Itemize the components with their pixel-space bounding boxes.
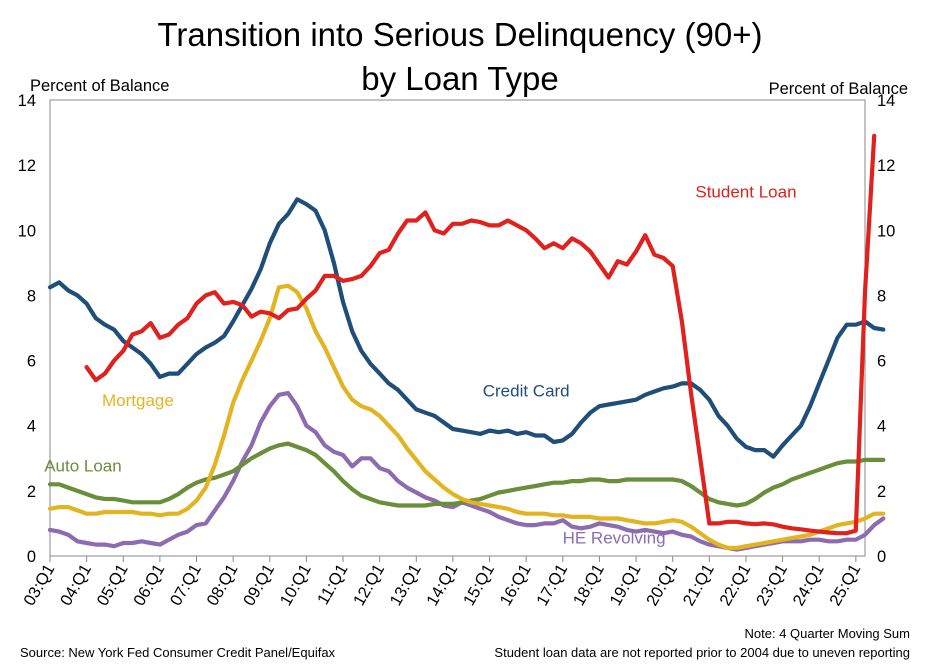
y-tick-label-left: 8 xyxy=(27,287,36,305)
x-tick-label: 14:Q1 xyxy=(423,561,461,609)
x-tick-label: 07:Q1 xyxy=(167,561,205,609)
series-label-credit-card: Credit Card xyxy=(483,381,570,400)
x-tick-label: 06:Q1 xyxy=(130,561,168,609)
x-tick-label: 20:Q1 xyxy=(643,561,681,609)
student-loan-note: Student loan data are not reported prior… xyxy=(494,645,910,660)
series-line-mortgage xyxy=(47,283,886,550)
y-tick-label-left: 10 xyxy=(18,222,36,240)
x-tick-label: 10:Q1 xyxy=(277,561,315,609)
series-line-credit-card xyxy=(47,197,886,459)
y-axis-label-left: Percent of Balance xyxy=(30,77,169,95)
series-label-auto-loan: Auto Loan xyxy=(44,456,122,475)
x-tick-label: 08:Q1 xyxy=(204,561,242,609)
x-tick-label: 03:Q1 xyxy=(20,561,58,609)
y-tick-label-right: 10 xyxy=(877,222,895,240)
x-tick-label: 21:Q1 xyxy=(680,561,718,609)
y-tick-label-right: 14 xyxy=(877,92,895,110)
chart-title-line2: by Loan Type xyxy=(361,60,559,97)
series-line-student-loan xyxy=(84,133,877,536)
y-tick-label-left: 14 xyxy=(18,92,36,110)
series-labels: HE Revolving Auto Loan Mortgage Credit Card… xyxy=(44,183,796,548)
x-tick-label: 09:Q1 xyxy=(240,561,278,609)
x-tick-label: 19:Q1 xyxy=(606,561,644,609)
x-ticks: 03:Q104:Q105:Q106:Q107:Q108:Q109:Q110:Q1… xyxy=(20,556,864,609)
series-line-auto-loan xyxy=(47,441,886,508)
y-tick-label-left: 6 xyxy=(27,353,36,371)
y-tick-label-right: 4 xyxy=(877,418,886,436)
x-tick-label: 24:Q1 xyxy=(790,561,828,609)
x-tick-label: 17:Q1 xyxy=(533,561,571,609)
y-ticks-right: 0 2 4 6 8 10 12 14 xyxy=(877,92,895,566)
y-tick-label-left: 12 xyxy=(18,157,36,175)
x-tick-label: 04:Q1 xyxy=(57,561,95,609)
moving-sum-note: Note: 4 Quarter Moving Sum xyxy=(745,626,910,641)
x-tick-label: 11:Q1 xyxy=(314,561,351,608)
series-label-student-loan: Student Loan xyxy=(695,183,796,202)
x-tick-label: 13:Q1 xyxy=(387,561,425,609)
y-tick-label-right: 0 xyxy=(877,548,886,566)
y-tick-label-right: 12 xyxy=(877,157,895,175)
x-tick-label: 22:Q1 xyxy=(716,561,754,609)
y-tick-label-right: 8 xyxy=(877,287,886,305)
source-note: Source: New York Fed Consumer Credit Pan… xyxy=(20,645,336,660)
series-lines xyxy=(47,133,886,552)
y-tick-label-left: 4 xyxy=(27,418,36,436)
series-line-he-revolving xyxy=(47,391,886,552)
y-tick-label-left: 2 xyxy=(27,483,36,501)
x-tick-label: 12:Q1 xyxy=(350,561,388,609)
y-tick-label-right: 2 xyxy=(877,483,886,501)
x-tick-label: 23:Q1 xyxy=(753,561,791,609)
x-tick-label: 25:Q1 xyxy=(826,561,864,609)
y-tick-label-right: 6 xyxy=(877,353,886,371)
series-label-he-revolving: HE Revolving xyxy=(563,529,666,548)
y-axis-label-right: Percent of Balance xyxy=(769,80,908,98)
y-ticks-left: 0 2 4 6 8 10 12 14 xyxy=(18,92,36,566)
x-tick-label: 15:Q1 xyxy=(460,561,498,609)
y-tick-label-left: 0 xyxy=(27,548,36,566)
x-tick-label: 05:Q1 xyxy=(94,561,132,609)
x-tick-label: 16:Q1 xyxy=(497,561,535,609)
chart-title-line1: Transition into Serious Delinquency (90+… xyxy=(157,16,762,53)
x-tick-label: 18:Q1 xyxy=(570,561,608,609)
series-label-mortgage: Mortgage xyxy=(102,391,174,410)
